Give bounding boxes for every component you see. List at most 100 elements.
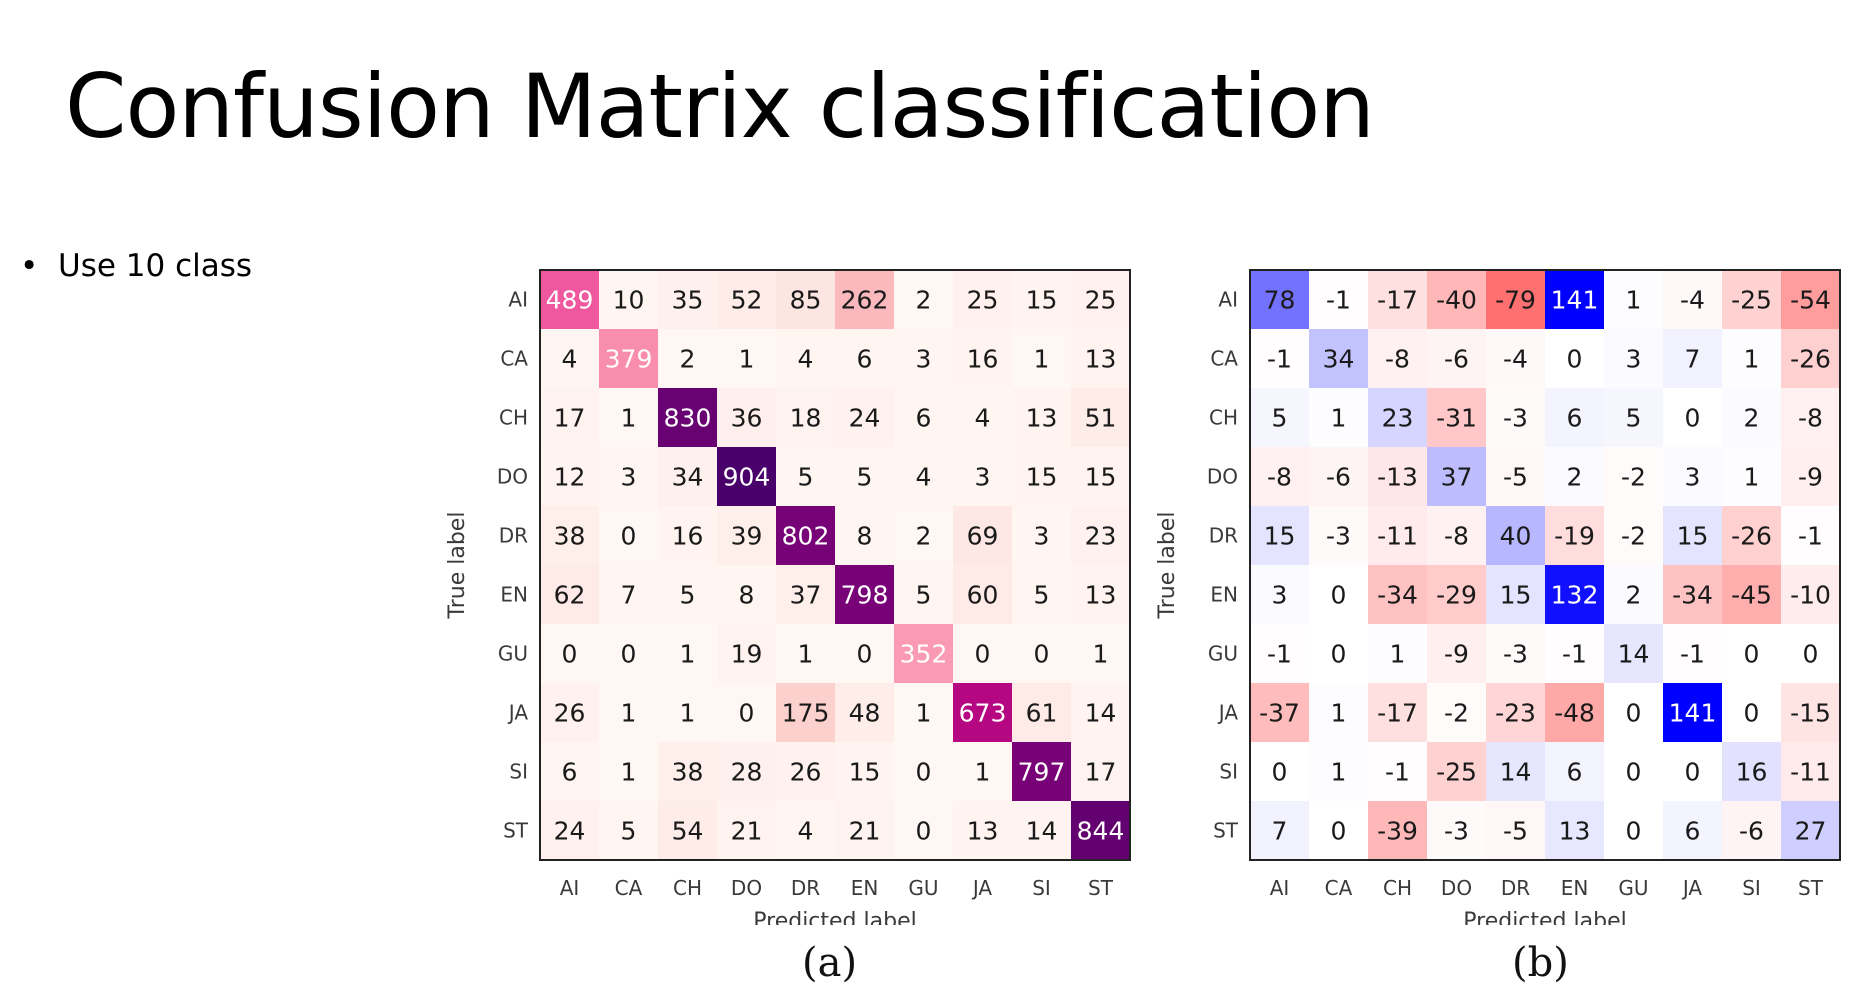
heatmap-cell [1012,624,1071,683]
cell-value-label: 1 [1034,345,1050,374]
cell-value-label: 14 [1085,699,1117,728]
cell-value-label: 13 [1085,581,1117,610]
cell-value-label: 1 [1744,463,1760,492]
heatmap-cell [1309,742,1368,801]
x-axis-title: Predicted label [753,909,916,925]
x-axis-title: Predicted label [1463,909,1626,925]
heatmap-cell [1368,742,1427,801]
cell-value-label: -3 [1444,817,1469,846]
x-tick-label: DR [1501,876,1530,900]
cell-value-label: 797 [1018,758,1066,787]
cell-value-label: 13 [1085,345,1117,374]
heatmap-cell [1722,683,1781,742]
bullet-list: • Use 10 class [18,245,252,287]
heatmap-cell [1486,683,1545,742]
heatmap-cell [1071,270,1130,329]
heatmap-cell [1722,742,1781,801]
cell-value-label: 0 [1331,817,1347,846]
heatmap-cell [894,801,953,860]
cell-value-label: 1 [621,699,637,728]
heatmap-cell [1012,388,1071,447]
x-tick-label: SI [1742,876,1761,900]
cell-value-label: 2 [1567,463,1583,492]
cell-value-label: 5 [1272,404,1288,433]
heatmap-cell [1722,447,1781,506]
heatmap-cell [1486,329,1545,388]
heatmap-cell [1250,506,1309,565]
heatmap-cell [1309,565,1368,624]
x-tick-label: CA [1325,876,1353,900]
cell-value-label: 5 [798,463,814,492]
heatmap-cell [894,565,953,624]
cell-value-label: -1 [1680,640,1705,669]
heatmap-cell [1012,801,1071,860]
y-tick-label: AI [508,288,528,312]
heatmap-cell [1663,270,1722,329]
cell-value-label: 1 [621,758,637,787]
cell-value-label: 379 [605,345,653,374]
x-tick-label: GU [908,876,938,900]
heatmap-cell [1012,683,1071,742]
heatmap-cell [1663,742,1722,801]
cell-value-label: 36 [731,404,763,433]
heatmap-cell [1604,565,1663,624]
cell-value-label: -25 [1731,286,1772,315]
heatmap-cell [1250,388,1309,447]
cell-value-label: 54 [672,817,704,846]
cell-value-label: 1 [1331,404,1347,433]
heatmap-cell [776,270,835,329]
x-tick-label: EN [1561,876,1589,900]
heatmap-cell [1781,801,1840,860]
heatmap-cell [776,388,835,447]
heatmap-cell [658,388,717,447]
x-tick-label: DO [1441,876,1472,900]
heatmap-cell [1781,624,1840,683]
heatmap-cell [1663,447,1722,506]
cell-value-label: 5 [680,581,696,610]
cell-value-label: 141 [1551,286,1599,315]
cell-value-label: -40 [1436,286,1477,315]
cell-value-label: 3 [1272,581,1288,610]
cell-value-label: 1 [1093,640,1109,669]
heatmap-cell [776,329,835,388]
cell-value-label: 19 [731,640,763,669]
heatmap-cell [1071,388,1130,447]
heatmap-cell [658,506,717,565]
cell-value-label: -45 [1731,581,1772,610]
heatmap-cell [1663,388,1722,447]
y-tick-label: SI [1219,760,1238,784]
cell-value-label: 904 [723,463,771,492]
heatmap-cell [1071,742,1130,801]
heatmap-cell [1545,506,1604,565]
heatmap-cell [540,801,599,860]
heatmap-cell [1309,270,1368,329]
heatmap-cell [1012,565,1071,624]
cell-value-label: 844 [1077,817,1125,846]
heatmap-cell [717,270,776,329]
heatmap-cell [599,447,658,506]
heatmap-cell [717,742,776,801]
heatmap-cell [1604,270,1663,329]
heatmap-cell [1722,624,1781,683]
heatmap-cell [1781,270,1840,329]
heatmap-cell [1781,683,1840,742]
x-tick-label: CH [1383,876,1412,900]
heatmap-cell [1604,506,1663,565]
cell-value-label: -10 [1790,581,1831,610]
heatmap-cell [658,565,717,624]
y-tick-label: ST [503,819,529,843]
cell-value-label: 10 [613,286,645,315]
heatmap-cell [1368,683,1427,742]
heatmap-cell [776,801,835,860]
heatmap-cell [1250,565,1309,624]
cell-value-label: 0 [1744,699,1760,728]
cell-value-label: 17 [554,404,586,433]
heatmap-cell [835,624,894,683]
cell-value-label: -8 [1385,345,1410,374]
heatmap-cell [599,801,658,860]
y-tick-label: EN [500,583,528,607]
cell-value-label: -19 [1554,522,1595,551]
cell-value-label: 37 [1441,463,1473,492]
heatmap-cell [894,506,953,565]
bullet-item: • Use 10 class [18,245,252,287]
